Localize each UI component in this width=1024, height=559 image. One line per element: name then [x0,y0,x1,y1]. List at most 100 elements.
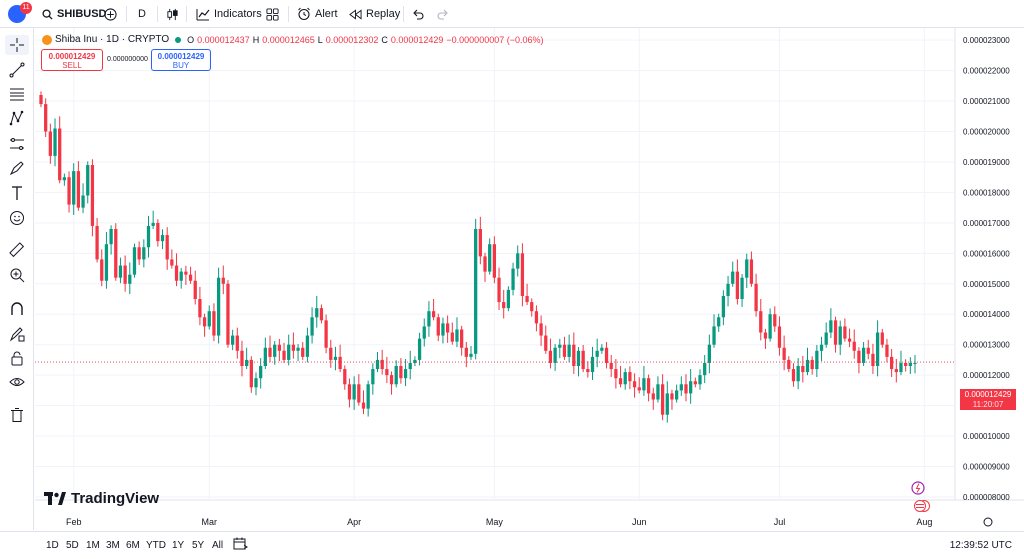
candle-body [315,308,319,318]
candle-body [128,274,132,284]
indicators-button[interactable]: Indicators [196,0,262,28]
candle-body [305,335,310,357]
candle-body [871,353,875,367]
text-icon [12,186,22,200]
layouts-button[interactable] [266,0,279,28]
candle-body [782,347,786,360]
range-all[interactable]: All [212,540,224,551]
fib-tool[interactable] [5,84,29,104]
events-markers[interactable] [910,480,936,516]
candle-body [829,320,833,333]
candle-body [904,362,908,367]
pattern-tool[interactable] [5,108,29,128]
candle-body [436,317,440,336]
text-tool[interactable] [5,183,29,203]
redo-button[interactable] [437,0,449,28]
open-value: 0.000012437 [197,34,250,45]
candle-body [749,259,754,284]
chart-type-button[interactable] [166,0,179,28]
x-tick-label: Jul [774,517,786,527]
range-1m[interactable]: 1M [86,540,100,551]
candle-body [319,308,324,321]
candle-body [142,247,146,260]
brush-tool[interactable] [5,158,29,178]
zoom-tool[interactable] [5,265,29,285]
hide-tool[interactable] [5,372,29,392]
ruler-tool[interactable] [5,240,29,260]
compare-button[interactable] [104,0,117,28]
candle-body [202,317,207,327]
crosshair-tool[interactable] [5,35,29,55]
alert-button[interactable]: Alert [297,0,338,28]
remove-tool[interactable] [5,405,29,425]
high-value: 0.000012465 [262,34,315,45]
y-tick-label: 0.000013000 [963,341,1010,350]
axis-settings-icon[interactable] [983,517,993,527]
y-tick-label: 0.000019000 [963,158,1010,167]
candle-body [291,344,296,351]
candle-body [679,384,683,391]
replay-label: Replay [366,8,401,20]
range-6m[interactable]: 6M [126,540,140,551]
y-tick-label: 0.000020000 [963,128,1010,137]
candle-body [642,378,646,391]
us-flag-icon[interactable] [914,500,926,512]
alarm-clock-icon [298,7,310,21]
candle-body [343,369,347,385]
magnet-tool[interactable] [5,299,29,319]
trend-line-tool[interactable] [5,60,29,80]
symbol-search[interactable]: SHIBUSD [42,0,107,28]
utc-clock[interactable]: 12:39:52 UTC [949,540,1012,551]
candle-body [660,384,665,415]
candle-body [740,277,744,300]
sell-label: SELL [62,61,82,70]
candle-body [254,378,258,388]
candle-body [445,323,450,333]
price-chart[interactable]: 0.000023000 0.000022000 0.000021000 0.00002… [35,28,1024,530]
drawing-toolbar [0,28,34,530]
buy-button[interactable]: 0.000012429 BUY [151,49,211,71]
trash-icon [11,408,23,422]
candle-body [268,347,272,357]
candle-body [450,332,454,342]
replay-button[interactable]: Replay [349,0,400,28]
candle-body [553,347,557,363]
undo-button[interactable] [412,0,424,28]
y-tick-label: 0.000022000 [963,67,1010,76]
interval-button[interactable]: D [138,8,146,20]
candle-body [861,347,866,363]
close-label: C [381,34,388,45]
candle-body [67,177,71,205]
range-3m[interactable]: 3M [106,540,120,551]
candle-body [838,326,842,345]
stay-drawing-tool[interactable] [5,324,29,344]
candle-body [913,362,917,364]
series-legend: Shiba Inu · 1D · CRYPTO O 0.000012437 H 0.… [42,34,544,45]
sell-button[interactable]: 0.000012429 SELL [41,49,103,71]
candle-body [791,369,796,382]
forecast-tool[interactable] [5,134,29,154]
range-5d[interactable]: 5D [66,540,79,551]
candle-body [656,384,660,400]
candle-body [502,302,506,309]
lock-tool[interactable] [5,348,29,368]
change-value: −0.000000007 (−0.06%) [446,34,544,45]
candle-body [908,362,912,367]
last-price-value: 0.000012429 [964,390,1012,399]
goto-date-button[interactable] [233,537,248,554]
candle-body [273,344,277,357]
candle-body [689,381,693,394]
range-ytd[interactable]: YTD [146,540,166,551]
candle-body [576,350,581,367]
candle-body [726,283,730,296]
range-5y[interactable]: 5Y [192,540,205,551]
candle-body [698,375,702,385]
candle-body [618,378,623,385]
candle-body [777,326,782,348]
emoji-tool[interactable] [5,208,29,228]
zoom-icon [10,268,25,283]
candle-body [511,268,515,290]
range-1y[interactable]: 1Y [172,540,185,551]
candle-body [324,320,328,348]
range-1d[interactable]: 1D [46,540,59,551]
